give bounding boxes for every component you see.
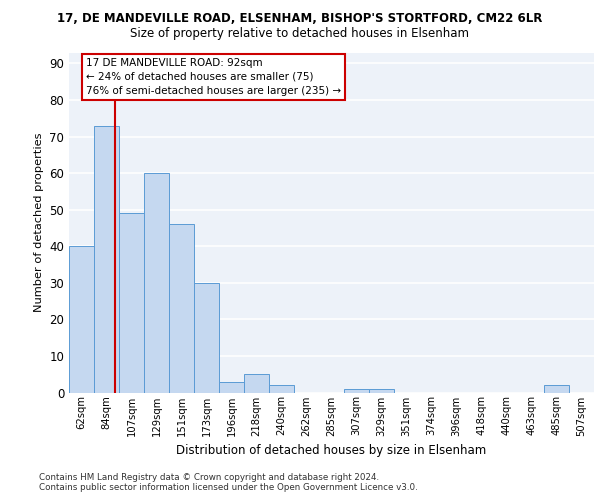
Text: 17 DE MANDEVILLE ROAD: 92sqm
← 24% of detached houses are smaller (75)
76% of se: 17 DE MANDEVILLE ROAD: 92sqm ← 24% of de…: [86, 58, 341, 96]
Text: Size of property relative to detached houses in Elsenham: Size of property relative to detached ho…: [131, 28, 470, 40]
Bar: [119, 214, 144, 392]
Bar: [269, 385, 294, 392]
Text: Contains HM Land Registry data © Crown copyright and database right 2024.
Contai: Contains HM Land Registry data © Crown c…: [39, 473, 418, 492]
Bar: [344, 389, 369, 392]
Bar: [194, 283, 219, 393]
Text: 17, DE MANDEVILLE ROAD, ELSENHAM, BISHOP'S STORTFORD, CM22 6LR: 17, DE MANDEVILLE ROAD, ELSENHAM, BISHOP…: [58, 12, 542, 26]
Bar: [219, 382, 244, 392]
Bar: [144, 173, 169, 392]
Bar: [169, 224, 194, 392]
Bar: [94, 126, 119, 392]
Bar: [244, 374, 269, 392]
Y-axis label: Number of detached properties: Number of detached properties: [34, 132, 44, 312]
Bar: [544, 385, 569, 392]
X-axis label: Distribution of detached houses by size in Elsenham: Distribution of detached houses by size …: [176, 444, 487, 457]
Bar: [369, 389, 394, 392]
Bar: [69, 246, 94, 392]
